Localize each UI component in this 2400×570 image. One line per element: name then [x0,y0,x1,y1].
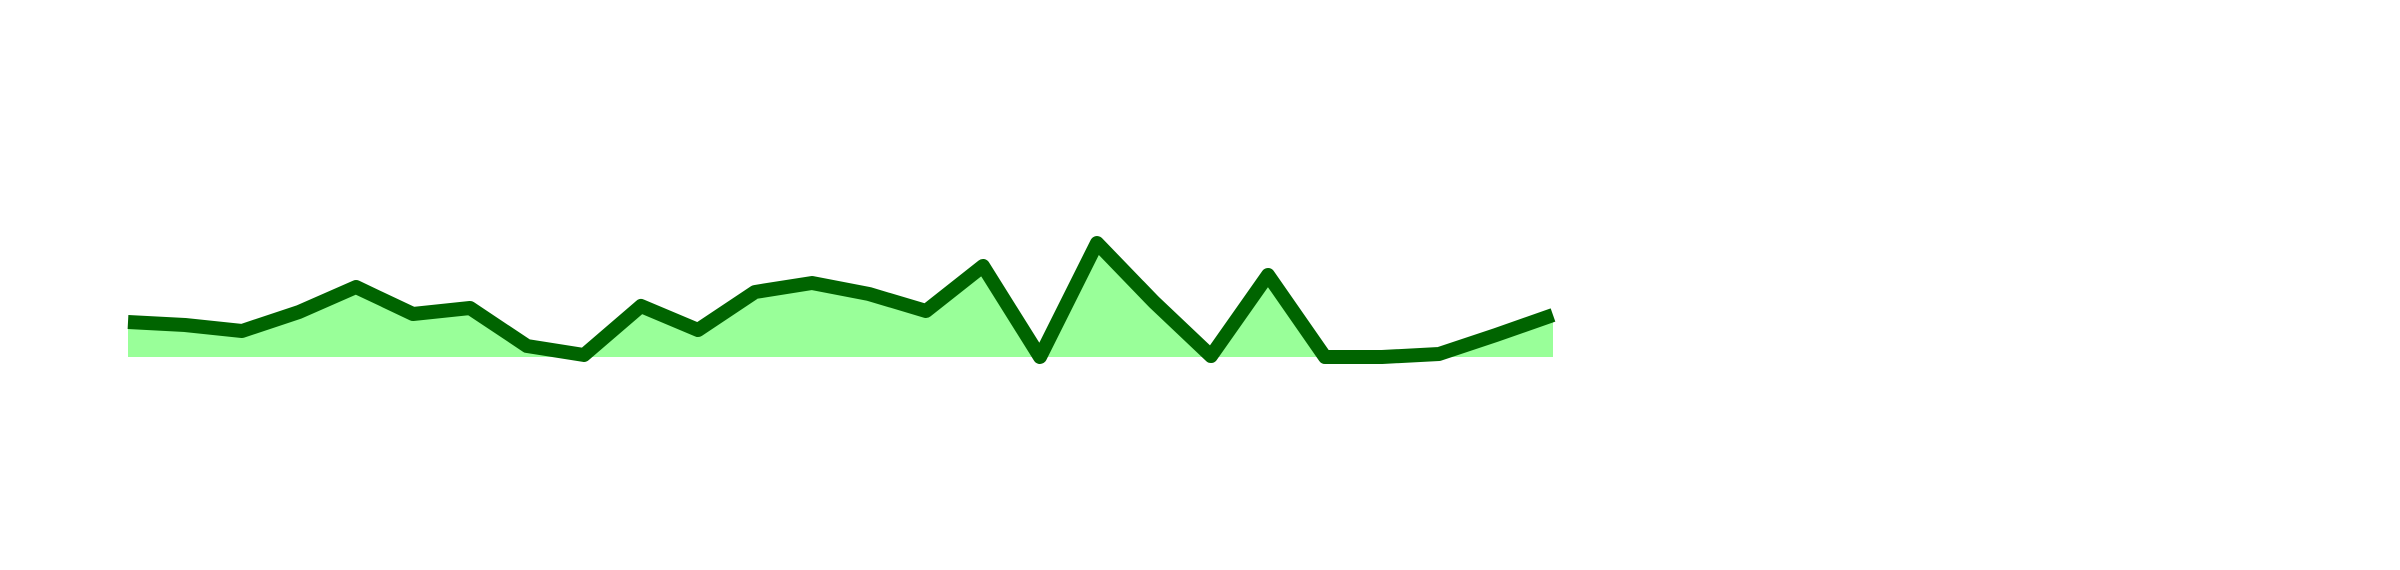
line [127,236,1556,364]
area-fill [128,243,1553,357]
